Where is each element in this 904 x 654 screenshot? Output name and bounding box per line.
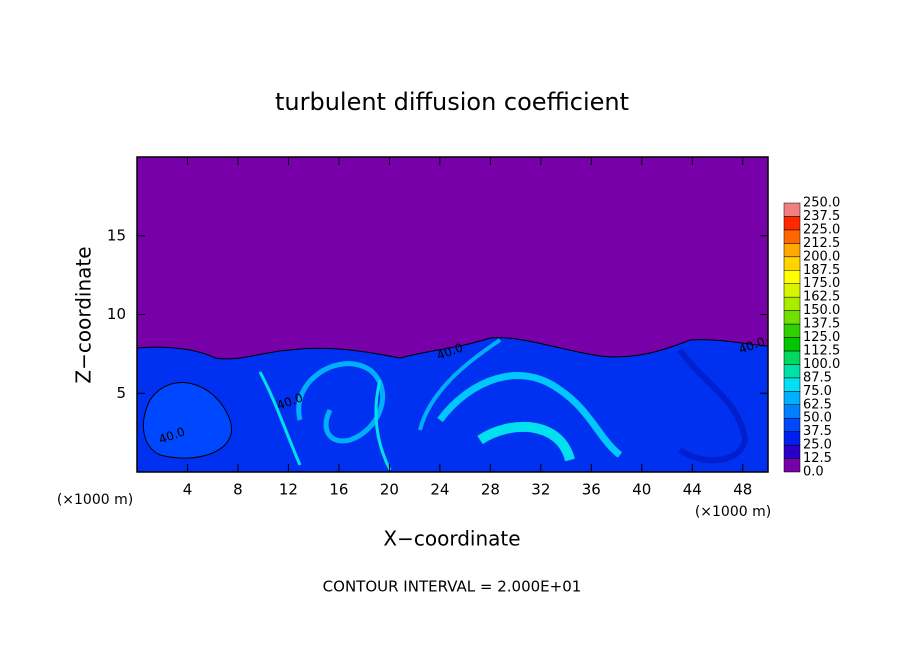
colorbar-label: 87.5 (803, 370, 832, 385)
colorbar-swatch (783, 296, 801, 311)
colorbar-label: 225.0 (803, 222, 840, 237)
field-swirl (437, 372, 623, 458)
colorbar-swatch (783, 310, 801, 325)
x-unit: (×1000 m) (57, 492, 133, 508)
y-tick-label: 15 (107, 226, 126, 244)
x-tick-label: 48 (733, 481, 752, 499)
x-tick-label: 40 (632, 481, 651, 499)
colorbar-swatch (783, 243, 801, 258)
colorbar-swatch (783, 417, 801, 432)
colorbar-label: 150.0 (803, 303, 840, 318)
field-swirl (418, 338, 502, 431)
x-tick-label: 44 (683, 481, 702, 499)
colorbar-swatch (783, 431, 801, 446)
y-axis-label: Z−coordinate (72, 246, 96, 383)
colorbar-label: 237.5 (803, 209, 840, 224)
colorbar-label: 125.0 (803, 330, 840, 345)
field (137, 157, 768, 472)
x-tick-label: 32 (531, 481, 550, 499)
x-axis-label: X−coordinate (383, 527, 520, 551)
x-tick-label: 8 (233, 481, 243, 499)
colorbar-swatch (783, 391, 801, 405)
colorbar-label: 175.0 (803, 276, 840, 291)
colorbar-label: 250.0 (803, 196, 840, 211)
colorbar-label: 200.0 (803, 249, 840, 264)
colorbar-swatch (783, 458, 801, 473)
colorbar-swatch (783, 256, 801, 271)
field-swirl (677, 348, 749, 464)
field-swirl (296, 361, 386, 444)
colorbar-swatch (783, 350, 801, 365)
colorbar-label: 37.5 (803, 424, 832, 439)
colorbar-swatch (783, 283, 801, 298)
colorbar-swatch (783, 404, 801, 419)
x-tick-label: 16 (329, 481, 348, 499)
colorbar-swatch (783, 444, 801, 459)
colorbar-swatch (783, 229, 801, 244)
colorbar-label: 100.0 (803, 357, 840, 372)
x-tick-label: 4 (183, 481, 193, 499)
colorbar-swatch (783, 216, 801, 231)
colorbar-label: 50.0 (803, 411, 832, 426)
colorbar-swatch (783, 323, 801, 338)
colorbar-label: 25.0 (803, 438, 832, 453)
field-swirl (258, 371, 392, 471)
colorbar-label: 62.5 (803, 397, 832, 412)
colorbar-swatch (783, 377, 801, 392)
y-tick-label: 5 (116, 384, 126, 402)
x-tick-label: 28 (481, 481, 500, 499)
x-tick-label: 36 (582, 481, 601, 499)
field-swirl (477, 421, 575, 462)
chart-title: turbulent diffusion coefficient (275, 88, 629, 116)
x-tick-label: 20 (380, 481, 399, 499)
colorbar-label: 0.0 (803, 465, 824, 480)
colorbar-label: 12.5 (803, 451, 832, 466)
footer-note: CONTOUR INTERVAL = 2.000E+01 (323, 578, 582, 596)
colorbar-label: 75.0 (803, 384, 832, 399)
colorbar-swatch (783, 364, 801, 379)
x-tick-label: 12 (279, 481, 298, 499)
colorbar-swatch (783, 337, 801, 352)
colorbar-label: 212.5 (803, 236, 840, 251)
x-tick-label: 24 (430, 481, 449, 499)
field-region (142, 382, 233, 459)
colorbar-swatch (783, 202, 801, 217)
colorbar-label: 112.5 (803, 343, 840, 358)
colorbar-label: 137.5 (803, 317, 840, 332)
x-unit: (×1000 m) (695, 504, 771, 520)
y-tick-label: 10 (107, 305, 126, 323)
colorbar-label: 187.5 (803, 263, 840, 278)
colorbar-label: 162.5 (803, 290, 840, 305)
colorbar-swatch (783, 270, 801, 284)
